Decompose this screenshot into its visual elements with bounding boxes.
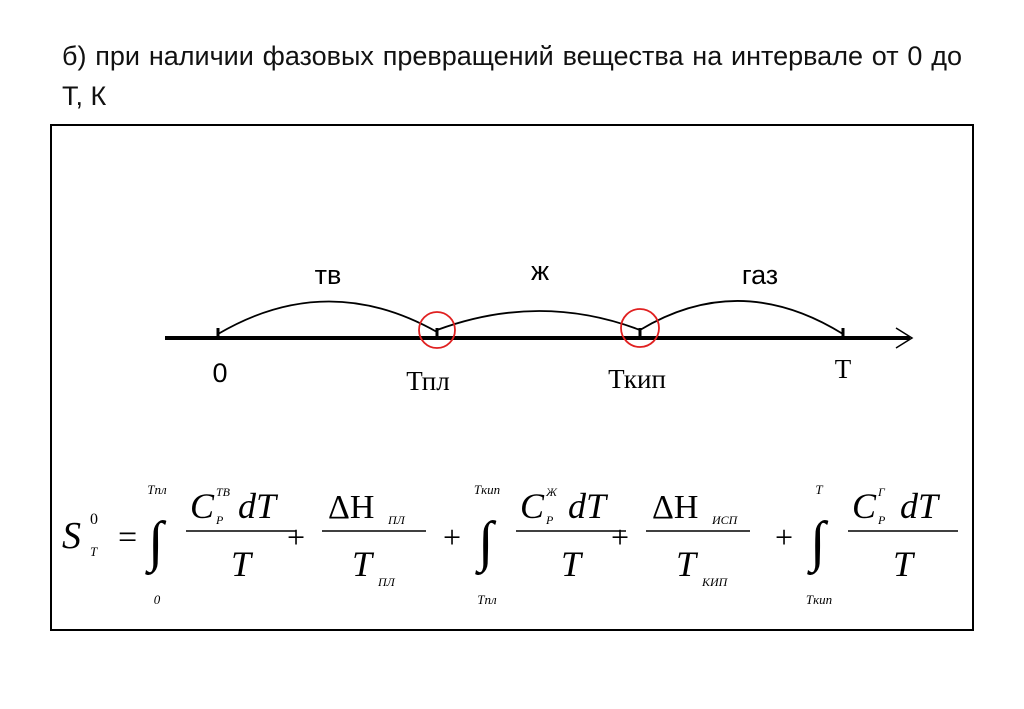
transition-marker — [620, 308, 660, 348]
axis-label: Ткип — [608, 364, 666, 394]
axis-label: 0 — [212, 358, 227, 388]
equals: = — [118, 519, 137, 556]
denominator-sub: КИП — [701, 575, 729, 589]
denominator-sub: ПЛ — [377, 575, 396, 589]
operator: + — [287, 519, 305, 555]
phase-arcs — [217, 300, 844, 335]
phase-label: газ — [742, 260, 778, 290]
denominator: T — [676, 544, 699, 584]
lhs-sub: T — [90, 544, 98, 559]
heading: б) при наличии фазовых превращений вещес… — [62, 41, 962, 111]
coef-sup: Г — [877, 485, 886, 499]
phase-label: тв — [315, 260, 342, 290]
numerator: ΔH — [328, 489, 374, 526]
integral-lower: 0 — [154, 592, 161, 607]
numerator-sub: ПЛ — [387, 513, 406, 527]
differential: dT — [238, 486, 279, 526]
transition-marker — [418, 311, 456, 349]
integral-sign: ∫ — [807, 511, 829, 576]
integral-sign: ∫ — [145, 511, 167, 576]
integral-upper: Tпл — [147, 482, 167, 497]
denominator: T — [352, 544, 375, 584]
integral-lower: Tпл — [477, 592, 497, 607]
axis-label: Т — [835, 354, 852, 384]
frame — [50, 124, 974, 631]
integral-upper: T — [815, 482, 823, 497]
differential: dT — [900, 486, 941, 526]
denominator: T — [561, 544, 584, 584]
coef: C — [520, 486, 545, 526]
coef-sup: ТВ — [216, 485, 231, 499]
coef: C — [852, 486, 877, 526]
coef: C — [190, 486, 215, 526]
integral-sign: ∫ — [475, 511, 497, 576]
operator: + — [611, 519, 629, 555]
integral-upper: Tкип — [474, 482, 500, 497]
axis-arrow — [895, 327, 914, 349]
lhs-sup: 0 — [90, 511, 98, 528]
operator: + — [775, 519, 793, 555]
integral-lower: Tкип — [806, 592, 832, 607]
coef-sub: P — [877, 513, 886, 527]
denominator: T — [231, 544, 254, 584]
denominator: T — [893, 544, 916, 584]
coef-sub: P — [215, 513, 224, 527]
phase-label: ж — [531, 256, 549, 286]
coef-sup: Ж — [545, 485, 558, 499]
operator: + — [443, 519, 461, 555]
differential: dT — [568, 486, 609, 526]
numerator: ΔH — [652, 489, 698, 526]
lhs-symbol: S — [62, 515, 81, 557]
axis-label: Тпл — [406, 366, 449, 396]
coef-sub: P — [545, 513, 554, 527]
numerator-sub: ИСП — [711, 513, 739, 527]
